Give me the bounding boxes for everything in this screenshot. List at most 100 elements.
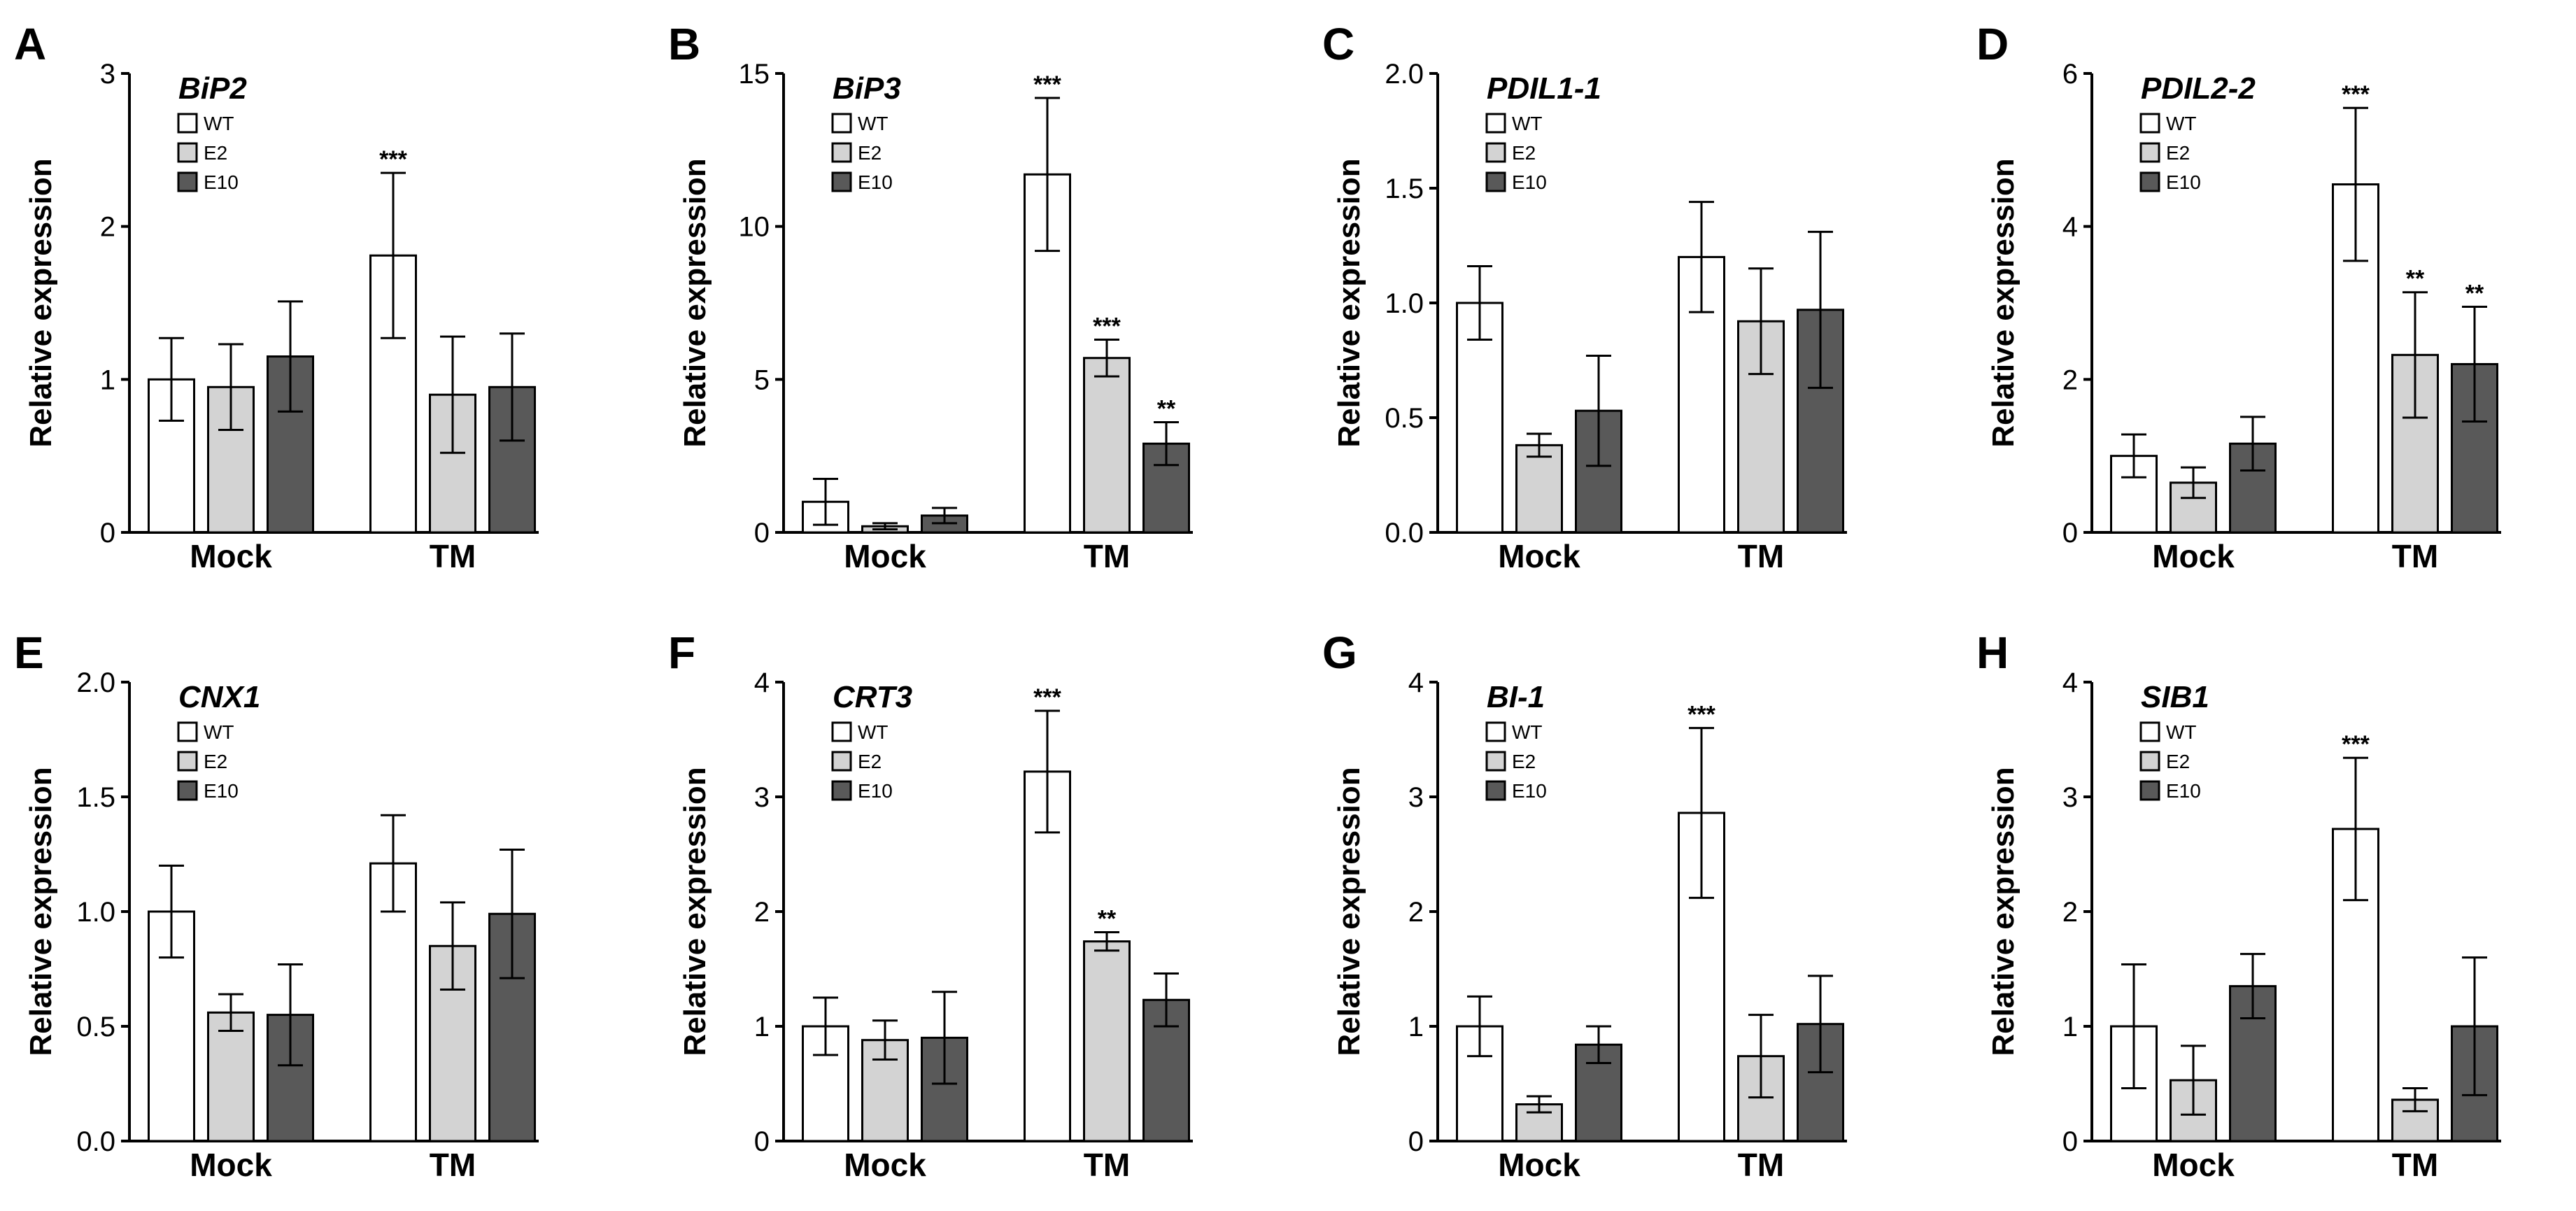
legend-swatch-e2 (177, 751, 198, 772)
y-axis-label: Relative expression (678, 158, 712, 447)
x-tick-label: TM (1084, 1147, 1130, 1183)
legend-swatch-wt (1485, 113, 1506, 134)
legend-label: WT (1512, 721, 1543, 743)
legend-swatch-e10 (2139, 171, 2160, 192)
x-tick-label: Mock (1498, 1147, 1580, 1183)
y-tick-label: 0 (2062, 518, 2078, 548)
y-tick-label: 3 (754, 782, 770, 813)
legend-swatch-e2 (177, 142, 198, 163)
bar-e2 (1083, 940, 1131, 1142)
panel-letter: C (1322, 19, 1354, 69)
x-tick-label: Mock (1498, 538, 1580, 574)
x-tick-label: Mock (190, 1147, 272, 1183)
panel-a: A Relative expression 0 1 2 3 *** Mock TM BiP2 WT E… (14, 19, 539, 574)
y-axis-label: Relative expression (24, 158, 58, 447)
bar-e2 (1515, 444, 1563, 534)
legend-label: E10 (2166, 780, 2201, 802)
y-tick-label: 0 (2062, 1126, 2078, 1157)
significance-mark: *** (1687, 702, 1715, 728)
x-tick-label: Mock (2152, 1147, 2235, 1183)
y-axis-label: Relative expression (1986, 767, 2021, 1056)
y-tick-label: 1.5 (76, 782, 115, 813)
y-tick-label: 4 (754, 667, 770, 698)
y-tick-label: 1 (2062, 1012, 2078, 1042)
y-tick-label: 0 (100, 518, 115, 548)
y-tick-label: 0.0 (76, 1126, 115, 1157)
legend-label: E10 (1512, 171, 1547, 193)
y-tick-label: 2 (754, 897, 770, 928)
bar-e10 (1142, 998, 1190, 1142)
y-tick-label: 0.0 (1385, 518, 1424, 548)
y-tick-label: 0 (754, 1126, 770, 1157)
legend-label: E2 (858, 751, 882, 772)
x-tick-label: TM (1738, 1147, 1784, 1183)
y-tick-label: 2 (2062, 897, 2078, 928)
legend-swatch-e10 (177, 780, 198, 801)
y-tick-label: 0.5 (76, 1012, 115, 1042)
legend-swatch-e2 (831, 142, 852, 163)
legend-label: WT (204, 721, 234, 743)
y-tick-label: 4 (2062, 667, 2078, 698)
bar-wt (2332, 828, 2379, 1142)
gene-title: CNX1 (178, 680, 260, 714)
significance-mark: ** (2465, 280, 2484, 306)
legend-label: WT (2166, 113, 2197, 134)
panel-letter: F (668, 628, 695, 678)
panel-letter: E (14, 628, 44, 678)
legend-label: E2 (2166, 142, 2190, 164)
legend-label: E10 (858, 171, 893, 193)
y-tick-label: 1 (754, 1012, 770, 1042)
legend-label: WT (858, 113, 889, 134)
legend-swatch-wt (177, 113, 198, 134)
y-tick-label: 2 (2062, 364, 2078, 395)
panel-c: C Relative expression 0.0 0.5 1.0 1.5 2.0 Mock T… (1322, 19, 1847, 574)
legend-label: E10 (204, 780, 239, 802)
x-tick-label: Mock (844, 1147, 926, 1183)
legend-swatch-e2 (2139, 751, 2160, 772)
y-tick-label: 10 (739, 212, 770, 243)
y-tick-label: 6 (2062, 59, 2078, 90)
x-tick-label: TM (2392, 538, 2438, 574)
y-tick-label: 1.0 (1385, 288, 1424, 319)
legend-label: E10 (204, 171, 239, 193)
legend-label: E2 (1512, 751, 1536, 772)
legend-swatch-wt (831, 113, 852, 134)
gene-title: BiP3 (833, 71, 901, 106)
legend-swatch-e2 (1485, 142, 1506, 163)
gene-title: PDIL1-1 (1487, 71, 1601, 106)
legend-swatch-wt (831, 721, 852, 742)
panel-letter: B (668, 19, 700, 69)
y-tick-label: 0 (754, 518, 770, 548)
panel-g: G Relative expression 0 1 2 3 4 *** Mock TM BI-1 WT… (1322, 628, 1847, 1183)
y-axis-label: Relative expression (1332, 767, 1366, 1056)
panel-e: E Relative expression 0.0 0.5 1.0 1.5 2.0 Mock T… (14, 628, 539, 1183)
y-tick-label: 2.0 (1385, 59, 1424, 90)
y-tick-label: 3 (100, 59, 115, 90)
legend-label: WT (1512, 113, 1543, 134)
legend-label: E10 (1512, 780, 1547, 802)
legend-label: WT (858, 721, 889, 743)
x-tick-label: TM (430, 1147, 476, 1183)
legend-swatch-e2 (2139, 142, 2160, 163)
y-tick-label: 5 (754, 364, 770, 395)
bar-e10 (1575, 409, 1622, 534)
legend-swatch-e10 (1485, 171, 1506, 192)
gene-title: CRT3 (833, 680, 912, 714)
legend-swatch-e2 (1485, 751, 1506, 772)
significance-mark: ** (1157, 396, 1176, 423)
y-axis-label: Relative expression (1986, 158, 2021, 447)
y-tick-label: 15 (739, 59, 770, 90)
gene-title: SIB1 (2141, 680, 2209, 714)
y-axis-label: Relative expression (24, 767, 58, 1056)
y-tick-label: 2 (1408, 897, 1424, 928)
legend-label: E2 (858, 142, 882, 164)
legend-swatch-e10 (177, 171, 198, 192)
legend-swatch-wt (2139, 113, 2160, 134)
panel-letter: A (14, 19, 46, 69)
gene-title: PDIL2-2 (2141, 71, 2256, 106)
significance-mark: *** (379, 146, 407, 173)
x-tick-label: Mock (190, 538, 272, 574)
